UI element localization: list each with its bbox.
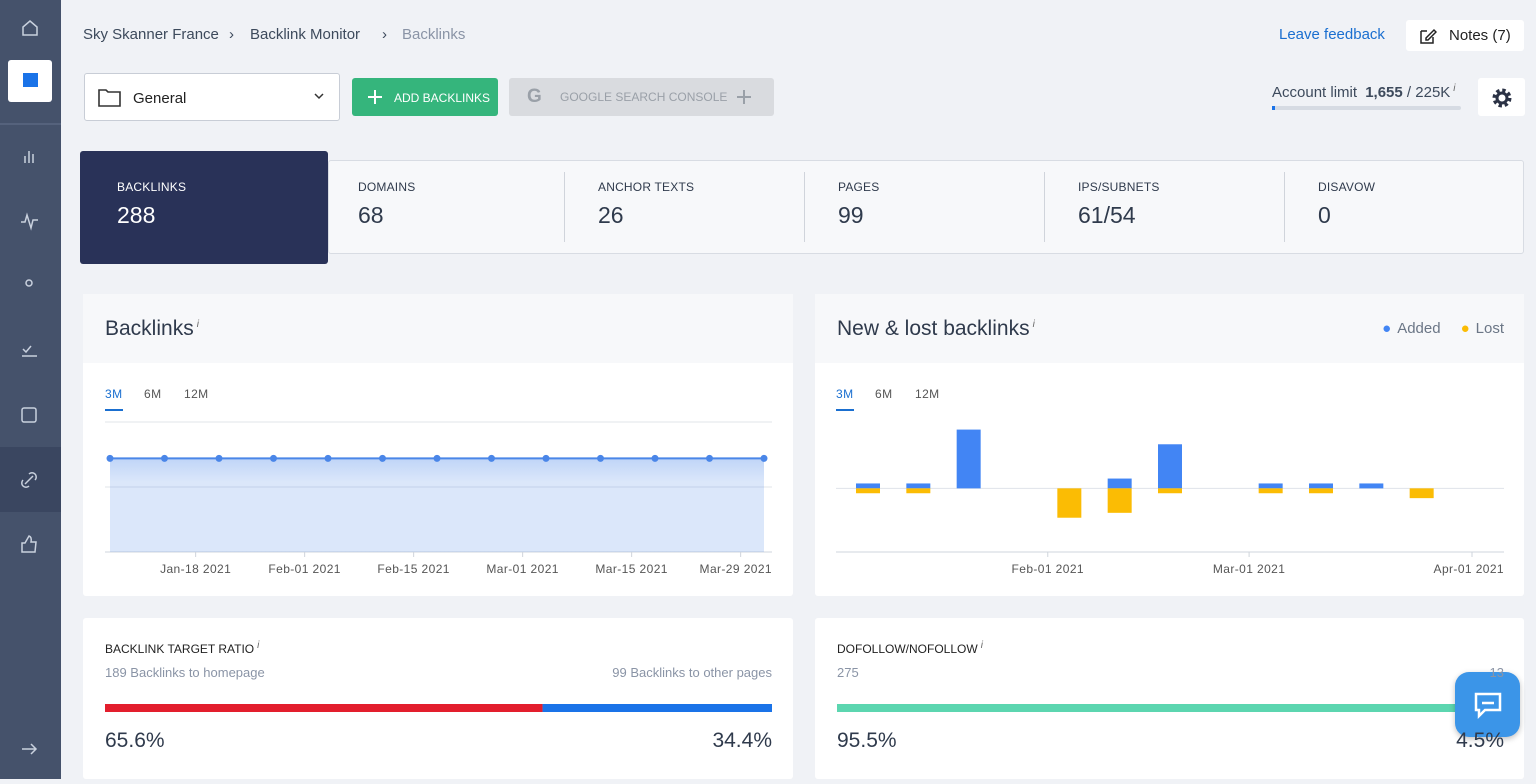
legend-marker: ● — [1460, 320, 1470, 337]
chart-icon[interactable] — [24, 151, 34, 163]
plus-icon — [737, 90, 751, 104]
folder-icon — [98, 89, 121, 107]
chat-icon — [1474, 692, 1502, 719]
info: i — [980, 640, 983, 651]
breadcrumb-item: Backlinks — [402, 26, 466, 43]
legend: ● Added ● Lost — [1362, 320, 1504, 337]
search-icon[interactable] — [21, 407, 37, 423]
google-icon: G — [527, 86, 542, 107]
legend-item: ● Added — [1382, 320, 1440, 337]
stat-value: 0 — [1318, 202, 1331, 228]
card-header — [815, 294, 1524, 363]
separator — [1284, 172, 1285, 242]
folder-select[interactable]: General — [84, 73, 340, 121]
info: i — [196, 319, 199, 330]
gsc-button[interactable]: G GOOGLE SEARCH CONSOLE — [509, 78, 774, 116]
title: New & lost backlinks — [837, 317, 1030, 340]
stat-value: 288 — [117, 202, 156, 228]
expand-icon[interactable] — [22, 743, 38, 755]
ratio-card — [815, 618, 1524, 779]
separator — [564, 172, 565, 242]
users-icon[interactable] — [25, 279, 33, 287]
separator — [1044, 172, 1045, 242]
pulse-icon[interactable] — [21, 212, 38, 231]
account-limit: Account limit 1,655 / 225K i — [1272, 83, 1456, 101]
stat-label[interactable]: DOMAINS — [358, 180, 416, 194]
stat-value: 68 — [358, 202, 384, 228]
home-icon[interactable] — [22, 20, 38, 36]
stat-active[interactable] — [80, 151, 328, 264]
sidebar-icons — [0, 20, 61, 755]
title: Backlinks — [105, 317, 194, 340]
account-limit-fill — [1272, 106, 1275, 110]
ratio-note: 13 — [1489, 665, 1504, 680]
legend-item: ● Lost — [1461, 320, 1504, 337]
link-icon[interactable] — [21, 472, 37, 488]
info: i — [1032, 319, 1035, 330]
gear-icon — [1492, 88, 1512, 108]
feedback-link[interactable]: Leave feedback — [1279, 26, 1385, 43]
stat-label[interactable]: ANCHOR TEXTS — [598, 180, 695, 194]
stat-value: 99 — [838, 202, 864, 228]
new-lost-card: New & lost backlinks i — [815, 294, 1524, 596]
breadcrumb-item[interactable]: Sky Skanner France — [83, 26, 219, 43]
stat-label: BACKLINKS — [117, 180, 187, 194]
stat-value: 61/54 — [1078, 202, 1136, 228]
legend-marker: ● — [1382, 320, 1392, 337]
ratio-value: 95.5% — [837, 729, 897, 752]
breadcrumb-separator: › — [382, 26, 387, 43]
title: DOFOLLOW/NOFOLLOW — [837, 642, 978, 656]
stat-label[interactable]: PAGES — [838, 180, 880, 194]
info: i — [1453, 83, 1456, 94]
account-limit-label: Account limit — [1272, 84, 1358, 101]
account-limit-bar — [1272, 106, 1461, 110]
info: i — [257, 640, 260, 651]
ratio-note: 189 Backlinks to homepage — [105, 665, 265, 680]
card-title: Backlinks i — [105, 317, 199, 341]
title: BACKLINK TARGET RATIO — [105, 642, 255, 656]
check-icon[interactable] — [22, 345, 37, 357]
ratio-note: 275 — [837, 665, 859, 680]
logo-icon — [23, 73, 38, 87]
add-backlinks-label: ADD BACKLINKS — [394, 91, 491, 105]
notes-label: Notes (7) — [1449, 27, 1511, 44]
ratio-value: 34.4% — [712, 729, 772, 752]
plus-icon — [368, 90, 382, 104]
stat-value: 26 — [598, 202, 624, 228]
like-icon[interactable] — [21, 535, 37, 553]
account-limit-total: / 225K — [1406, 84, 1451, 101]
stat-label[interactable]: IPS/SUBNETS — [1078, 180, 1160, 194]
ratio-value: 4.5% — [1456, 729, 1504, 752]
breadcrumb-item[interactable]: Backlink Monitor — [250, 26, 361, 43]
backlinks-card: Backlinks i — [83, 294, 793, 596]
ratio-title: BACKLINK TARGET RATIO i — [105, 640, 259, 656]
account-limit-used: 1,655 — [1365, 84, 1403, 101]
notes-icon — [1420, 28, 1437, 44]
gsc-label: GOOGLE SEARCH CONSOLE — [560, 90, 728, 104]
ratio-value: 65.6% — [105, 729, 165, 752]
ratio-note: 99 Backlinks to other pages — [612, 665, 772, 680]
folder-label: General — [133, 90, 187, 107]
sidebar — [0, 0, 61, 779]
separator — [804, 172, 805, 242]
notes-button[interactable]: Notes (7) — [1406, 20, 1524, 51]
ratio-title: DOFOLLOW/NOFOLLOW i — [837, 640, 983, 656]
add-backlinks-button[interactable]: ADD BACKLINKS — [352, 78, 498, 116]
card-header — [83, 294, 793, 363]
stat-label[interactable]: DISAVOW — [1318, 180, 1376, 194]
ratio-card — [83, 618, 793, 779]
legend-label: Lost — [1475, 320, 1504, 337]
settings-button[interactable] — [1478, 78, 1525, 116]
card-title: New & lost backlinks i — [837, 317, 1035, 341]
stats-strip — [328, 160, 1524, 254]
breadcrumb-separator: › — [229, 26, 234, 43]
chat-button[interactable] — [1455, 672, 1520, 737]
legend-label: Added — [1397, 320, 1441, 337]
chevron — [314, 93, 324, 100]
